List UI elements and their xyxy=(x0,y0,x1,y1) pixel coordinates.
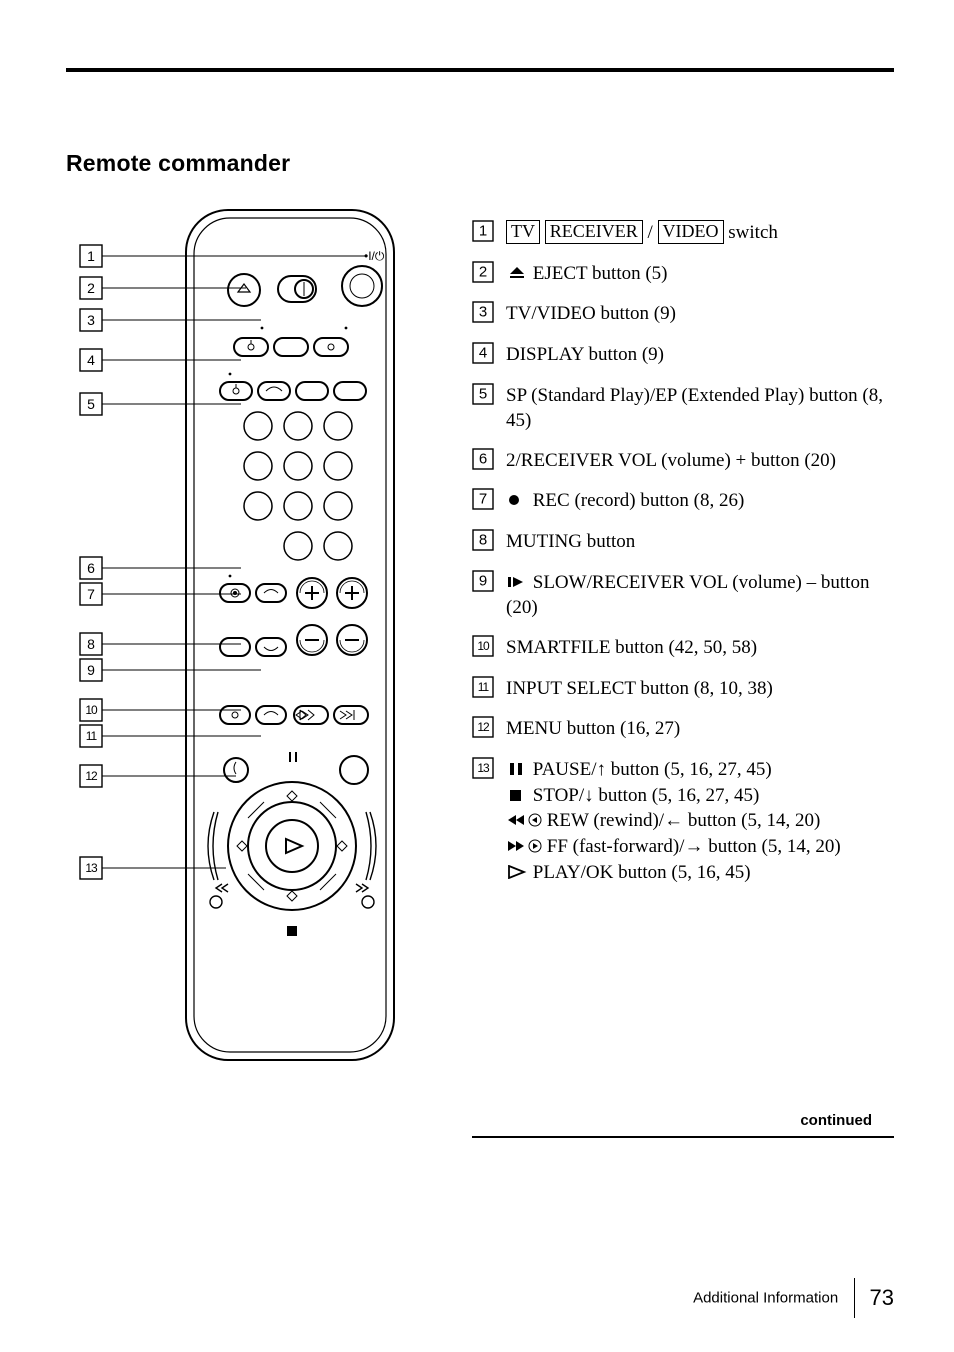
legend-item-13: 13 PAUSE/↑ button (5, 16, 27, 45) STOP/↓… xyxy=(472,757,892,885)
svg-text:6: 6 xyxy=(479,450,487,467)
legend: 1 TV RECEIVER / VIDEO switch 2 EJECT but… xyxy=(472,220,892,899)
svg-text:10: 10 xyxy=(477,639,490,653)
legend-item-5: 5 SP (Standard Play)/EP (Extended Play) … xyxy=(472,383,892,434)
page-heading: Remote commander xyxy=(66,150,290,177)
footer-section: Additional Information xyxy=(693,1290,838,1307)
svg-text:9: 9 xyxy=(479,572,487,589)
diagram-label-2: 2 xyxy=(80,277,102,299)
legend-item-4: 4 DISPLAY button (9) xyxy=(472,342,892,369)
svg-text:7: 7 xyxy=(479,491,487,508)
svg-text:2: 2 xyxy=(479,263,487,280)
remote-diagram: 1 2 3 4 5 6 7 8 9 10 11 12 13 •I/⏻ xyxy=(66,200,396,1085)
svg-text:7: 7 xyxy=(87,586,95,602)
legend-item-9: 9 SLOW/RECEIVER VOL (volume) – button (2… xyxy=(472,570,892,621)
svg-text:5: 5 xyxy=(87,396,95,412)
diagram-label-8: 8 xyxy=(80,633,102,655)
legend-item-11: 11 INPUT SELECT button (8, 10, 38) xyxy=(472,676,892,703)
legend-item-3: 3 TV/VIDEO button (9) xyxy=(472,301,892,328)
diagram-label-9: 9 xyxy=(80,659,102,681)
footer-separator xyxy=(854,1278,855,1318)
svg-text:8: 8 xyxy=(87,636,95,652)
legend-item-12: 12 MENU button (16, 27) xyxy=(472,716,892,743)
page-footer: Additional Information 73 xyxy=(693,1278,894,1318)
svg-text:8: 8 xyxy=(479,532,487,549)
diagram-label-6: 6 xyxy=(80,557,102,579)
svg-text:9: 9 xyxy=(87,662,95,678)
diagram-label-4: 4 xyxy=(80,349,102,371)
legend-item-2: 2 EJECT button (5) xyxy=(472,261,892,288)
svg-text:3: 3 xyxy=(479,304,487,321)
diagram-label-10: 10 xyxy=(80,699,102,721)
top-rule xyxy=(66,68,894,72)
svg-text:11: 11 xyxy=(478,680,490,694)
legend-item-1: 1 TV RECEIVER / VIDEO switch xyxy=(472,220,892,247)
svg-text:6: 6 xyxy=(87,560,95,576)
page-number: 73 xyxy=(870,1285,894,1310)
svg-text:4: 4 xyxy=(479,344,487,361)
svg-text:11: 11 xyxy=(86,729,98,743)
svg-text:2: 2 xyxy=(87,280,95,296)
diagram-label-7: 7 xyxy=(80,583,102,605)
continued-rule xyxy=(472,1136,894,1138)
svg-text:5: 5 xyxy=(479,385,487,402)
svg-text:12: 12 xyxy=(477,720,490,734)
svg-text:4: 4 xyxy=(87,352,95,368)
svg-text:12: 12 xyxy=(85,769,98,783)
legend-item-10: 10 SMARTFILE button (42, 50, 58) xyxy=(472,635,892,662)
svg-text:13: 13 xyxy=(477,761,490,775)
svg-text:13: 13 xyxy=(85,861,98,875)
diagram-label-13: 13 xyxy=(80,857,102,879)
svg-text:•I/⏻: •I/⏻ xyxy=(364,249,385,263)
legend-item-8: 8 MUTING button xyxy=(472,529,892,556)
svg-text:1: 1 xyxy=(87,248,95,264)
svg-text:3: 3 xyxy=(87,312,95,328)
diagram-label-11: 11 xyxy=(80,725,102,747)
diagram-label-1: 1 xyxy=(80,245,102,267)
diagram-label-3: 3 xyxy=(80,309,102,331)
svg-text:10: 10 xyxy=(85,703,98,717)
legend-item-6: 6 2/RECEIVER VOL (volume) + button (20) xyxy=(472,448,892,475)
diagram-label-12: 12 xyxy=(80,765,102,787)
continued-label: continued xyxy=(800,1112,872,1129)
legend-item-7: 7 REC (record) button (8, 26) xyxy=(472,488,892,515)
diagram-label-5: 5 xyxy=(80,393,102,415)
svg-text:1: 1 xyxy=(479,223,487,240)
